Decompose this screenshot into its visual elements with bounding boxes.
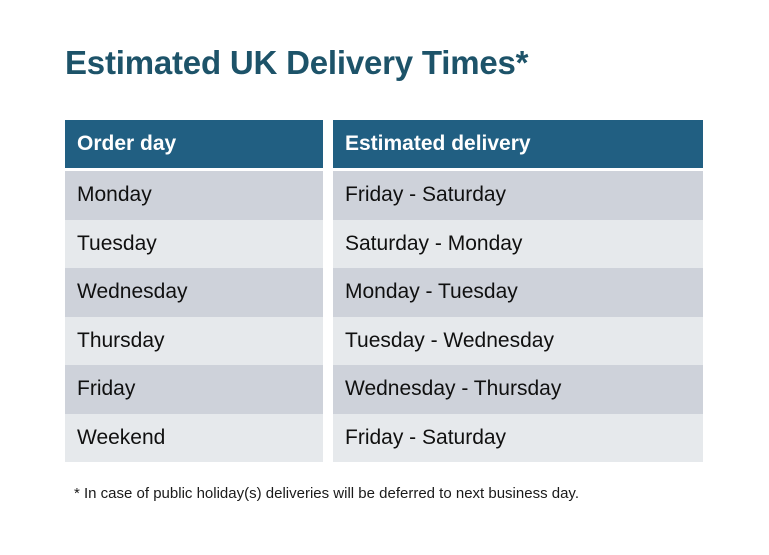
- cell-estimated-delivery: Tuesday - Wednesday: [333, 316, 703, 365]
- column-divider: [323, 171, 333, 220]
- column-divider: [323, 365, 333, 414]
- page-title: Estimated UK Delivery Times*: [65, 44, 529, 81]
- table-row: Wednesday Monday - Tuesday: [65, 268, 703, 317]
- table-header-row: Order day Estimated delivery: [65, 120, 703, 168]
- table-row: Thursday Tuesday - Wednesday: [65, 316, 703, 365]
- table-header-estimated-delivery: Estimated delivery: [333, 120, 703, 168]
- table-row: Monday Friday - Saturday: [65, 171, 703, 220]
- table-row: Tuesday Saturday - Monday: [65, 219, 703, 268]
- column-divider: [323, 120, 333, 168]
- table-footnote: * In case of public holiday(s) deliverie…: [74, 485, 579, 502]
- cell-estimated-delivery: Wednesday - Thursday: [333, 365, 703, 414]
- cell-order-day: Friday: [65, 365, 323, 414]
- column-divider: [323, 316, 333, 365]
- column-divider: [323, 219, 333, 268]
- cell-estimated-delivery: Friday - Saturday: [333, 413, 703, 462]
- cell-estimated-delivery: Saturday - Monday: [333, 219, 703, 268]
- cell-order-day: Wednesday: [65, 268, 323, 317]
- table-row: Friday Wednesday - Thursday: [65, 365, 703, 414]
- cell-order-day: Monday: [65, 171, 323, 220]
- table-row: Weekend Friday - Saturday: [65, 413, 703, 462]
- cell-order-day: Tuesday: [65, 219, 323, 268]
- column-divider: [323, 413, 333, 462]
- cell-order-day: Weekend: [65, 413, 323, 462]
- column-divider: [323, 268, 333, 317]
- delivery-times-table: Order day Estimated delivery Monday Frid…: [65, 120, 703, 462]
- cell-estimated-delivery: Friday - Saturday: [333, 171, 703, 220]
- cell-estimated-delivery: Monday - Tuesday: [333, 268, 703, 317]
- cell-order-day: Thursday: [65, 316, 323, 365]
- table-header-order-day: Order day: [65, 120, 323, 168]
